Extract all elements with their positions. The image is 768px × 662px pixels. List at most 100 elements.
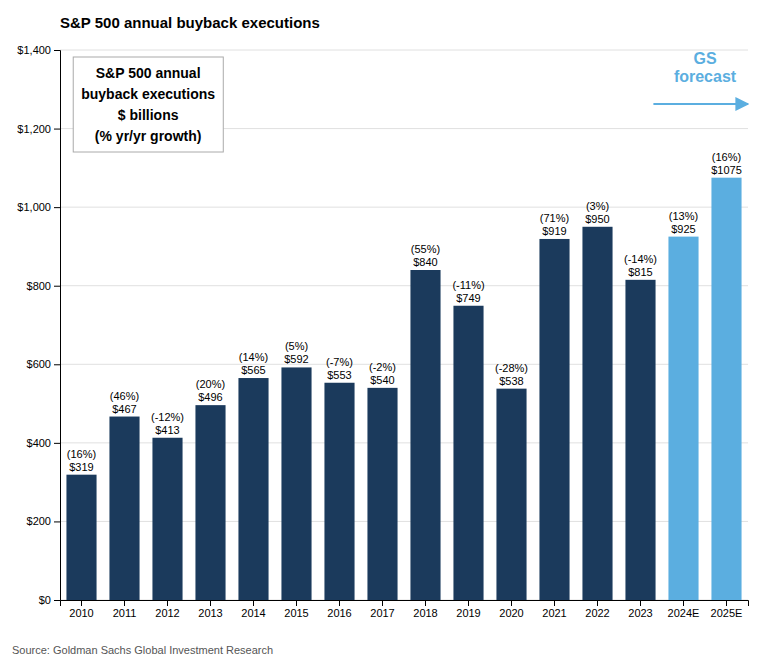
data-label: $538 — [499, 375, 523, 387]
y-axis: $0$200$400$600$800$1,000$1,200$1,400 — [17, 44, 60, 606]
tick-label: 2019 — [456, 607, 480, 619]
growth-label: (-7%) — [326, 356, 353, 368]
tick-label: 2025E — [711, 607, 743, 619]
x-tick: 2016 — [327, 600, 351, 619]
x-tick: 2017 — [370, 600, 394, 619]
bar — [582, 227, 612, 600]
y-tick: $800 — [27, 280, 60, 292]
growth-label: (16%) — [67, 448, 96, 460]
tick-label: 2020 — [499, 607, 523, 619]
inner-title-line: buyback executions — [81, 86, 215, 102]
inner-title-box — [73, 57, 223, 152]
axis-line — [61, 601, 749, 607]
tick-mark — [726, 600, 727, 606]
y-tick: $400 — [27, 437, 60, 449]
tick-mark — [210, 600, 211, 606]
data-label: $815 — [628, 266, 652, 278]
data-label: $950 — [585, 213, 609, 225]
x-tick: 2013 — [198, 600, 222, 619]
x-tick: 2023 — [628, 600, 652, 619]
y-tick: $1,400 — [17, 44, 60, 56]
chart: S&P 500 annual buyback executions Source:… — [0, 0, 768, 662]
tick-label: $1,000 — [17, 201, 51, 213]
data-label: $1075 — [711, 164, 742, 176]
tick-label: 2012 — [155, 607, 179, 619]
tick-label: $1,400 — [17, 44, 51, 56]
tick-mark — [54, 129, 60, 130]
tick-label: 2013 — [198, 607, 222, 619]
tick-mark — [554, 600, 555, 606]
data-label: $749 — [456, 292, 480, 304]
growth-label: (13%) — [669, 210, 698, 222]
data-label: $540 — [370, 374, 394, 386]
growth-label: (16%) — [712, 151, 741, 163]
tick-mark — [683, 600, 684, 606]
tick-mark — [468, 600, 469, 606]
y-tick: $200 — [27, 515, 60, 527]
forecast-label-line: forecast — [674, 68, 737, 85]
tick-label: $600 — [27, 358, 51, 370]
tick-label: $0 — [39, 594, 51, 606]
y-tick: $1,000 — [17, 201, 60, 213]
x-axis: 2010 2011 2012 2013 2014 2015 2016 2017 2018 2019… — [61, 600, 749, 619]
tick-label: 2021 — [542, 607, 566, 619]
tick-mark — [54, 286, 60, 287]
source: Source: Goldman Sachs Global Investment … — [12, 644, 273, 656]
tick-mark — [339, 600, 340, 606]
bar — [281, 367, 311, 600]
tick-label: $200 — [27, 515, 51, 527]
bar — [711, 178, 741, 600]
growth-label: (-14%) — [624, 253, 657, 265]
forecast-label-line: GS — [693, 50, 716, 67]
x-tick: 2022 — [585, 600, 609, 619]
bar — [238, 378, 268, 600]
tick-label: 2011 — [113, 607, 137, 619]
bar — [152, 438, 182, 600]
growth-label: (3%) — [586, 200, 609, 212]
data-label: $925 — [671, 223, 695, 235]
x-tick: 2019 — [456, 600, 480, 619]
data-labels: $319(16%)$467(46%)$413(-12%)$496(20%)$56… — [67, 151, 742, 473]
axis-line — [54, 51, 61, 601]
data-label: $496 — [198, 391, 222, 403]
tick-mark — [167, 600, 168, 606]
tick-label: $400 — [27, 437, 51, 449]
grid-line — [60, 207, 748, 208]
x-tick: 2025E — [711, 600, 743, 619]
growth-label: (5%) — [285, 340, 308, 352]
data-label: $840 — [413, 256, 437, 268]
tick-label: 2014 — [241, 607, 265, 619]
data-label: $592 — [284, 353, 308, 365]
bars — [66, 178, 741, 600]
inner-title-line: $ billions — [118, 107, 179, 123]
tick-mark — [54, 50, 60, 51]
data-label: $319 — [69, 461, 93, 473]
tick-label: 2010 — [69, 607, 93, 619]
x-tick: 2015 — [284, 600, 308, 619]
tick-label: 2024E — [668, 607, 700, 619]
growth-label: (20%) — [196, 378, 225, 390]
tick-mark — [54, 443, 60, 444]
tick-mark — [296, 600, 297, 606]
tick-mark — [253, 600, 254, 606]
growth-label: (14%) — [239, 351, 268, 363]
data-label: $553 — [327, 369, 351, 381]
tick-mark — [81, 600, 82, 606]
growth-label: (55%) — [411, 243, 440, 255]
x-tick: 2020 — [499, 600, 523, 619]
inner-title: S&P 500 annualbuyback executions$ billio… — [73, 57, 223, 152]
x-tick: 2021 — [542, 600, 566, 619]
tick-mark — [54, 207, 60, 208]
bar — [324, 383, 354, 600]
tick-mark — [511, 600, 512, 606]
title: S&P 500 annual buyback executions — [60, 14, 320, 31]
bar — [66, 475, 96, 600]
x-tick: 2018 — [413, 600, 437, 619]
y-tick: $0 — [39, 594, 60, 606]
tick-mark — [54, 364, 60, 365]
bar — [367, 388, 397, 600]
grid-line — [60, 50, 748, 51]
bar — [453, 306, 483, 600]
growth-label: (-2%) — [369, 361, 396, 373]
tick-label: 2015 — [284, 607, 308, 619]
